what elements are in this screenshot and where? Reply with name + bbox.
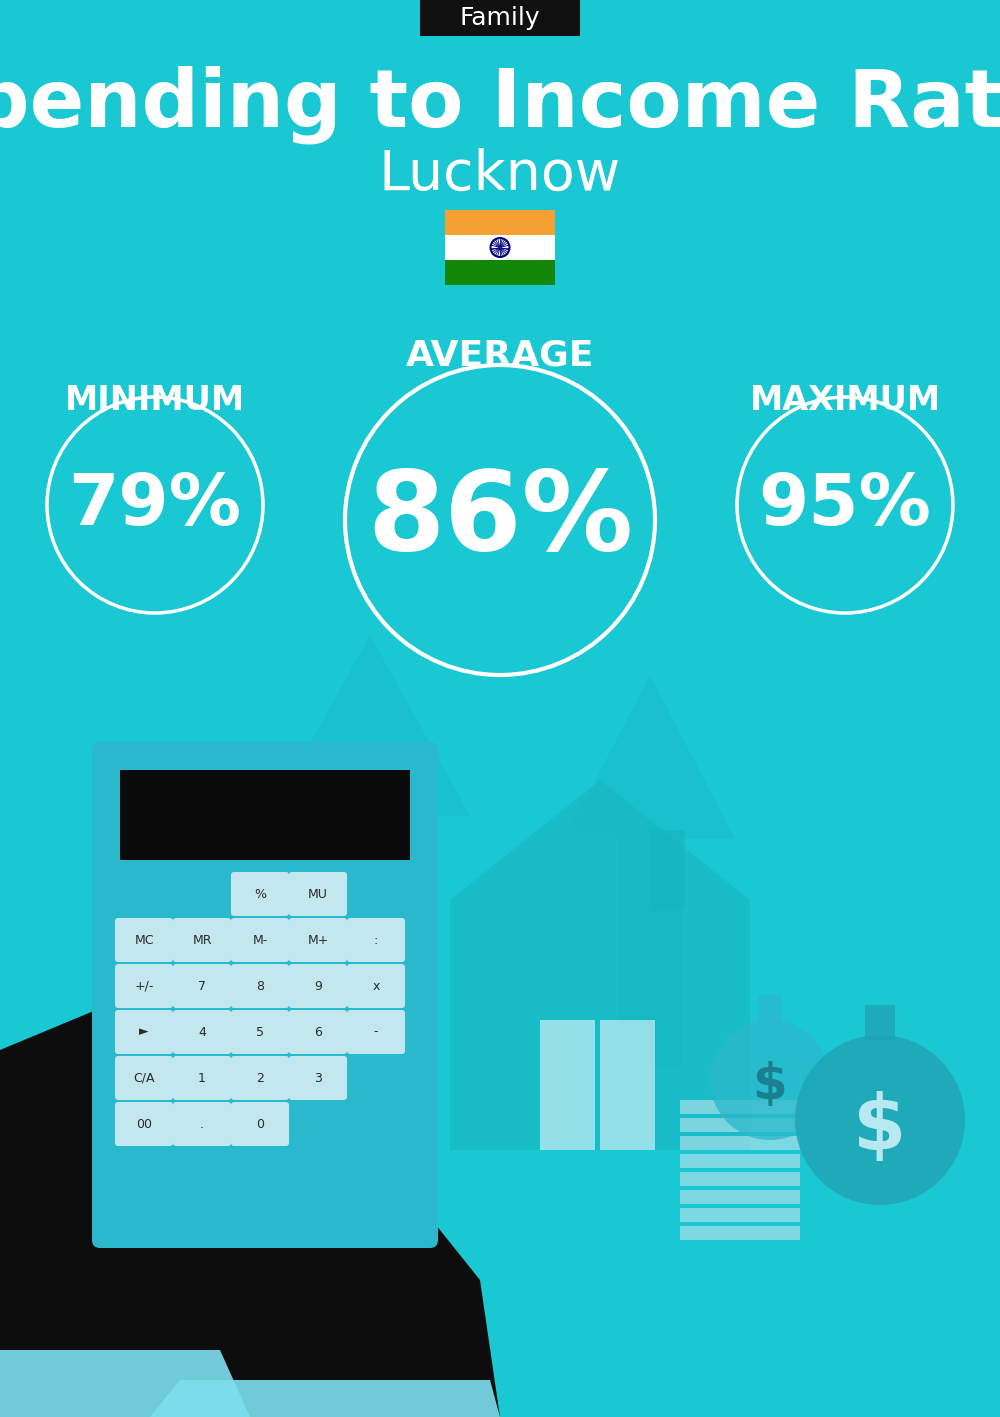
Text: 79%: 79% <box>68 470 242 540</box>
FancyBboxPatch shape <box>445 235 555 259</box>
Polygon shape <box>565 674 735 1066</box>
Text: C/A: C/A <box>133 1071 155 1084</box>
Circle shape <box>499 247 501 248</box>
FancyBboxPatch shape <box>231 1010 289 1054</box>
FancyBboxPatch shape <box>680 1136 800 1151</box>
FancyBboxPatch shape <box>289 1010 347 1054</box>
FancyBboxPatch shape <box>173 1010 231 1054</box>
Text: M-: M- <box>252 934 268 947</box>
Text: 95%: 95% <box>759 470 931 540</box>
FancyBboxPatch shape <box>289 964 347 1007</box>
Text: %: % <box>254 887 266 900</box>
FancyBboxPatch shape <box>680 1100 800 1114</box>
Text: 6: 6 <box>314 1026 322 1039</box>
Text: x: x <box>372 979 380 992</box>
FancyBboxPatch shape <box>173 1102 231 1146</box>
FancyBboxPatch shape <box>680 1226 800 1240</box>
FancyBboxPatch shape <box>115 918 173 962</box>
Circle shape <box>710 1020 830 1141</box>
Text: AVERAGE: AVERAGE <box>406 339 594 373</box>
Text: :: : <box>374 934 378 947</box>
Text: MR: MR <box>192 934 212 947</box>
FancyBboxPatch shape <box>680 1209 800 1221</box>
FancyBboxPatch shape <box>420 0 580 35</box>
FancyBboxPatch shape <box>231 918 289 962</box>
FancyBboxPatch shape <box>347 1010 405 1054</box>
Text: MC: MC <box>134 934 154 947</box>
Text: $: $ <box>753 1061 787 1110</box>
FancyBboxPatch shape <box>445 210 555 235</box>
FancyBboxPatch shape <box>289 918 347 962</box>
Text: 9: 9 <box>314 979 322 992</box>
Text: Spending to Income Ratio: Spending to Income Ratio <box>0 65 1000 145</box>
Text: Lucknow: Lucknow <box>379 147 621 203</box>
Text: 86%: 86% <box>367 466 633 574</box>
Text: 7: 7 <box>198 979 206 992</box>
FancyBboxPatch shape <box>680 1172 800 1186</box>
FancyBboxPatch shape <box>680 1153 800 1168</box>
FancyBboxPatch shape <box>231 964 289 1007</box>
FancyBboxPatch shape <box>231 1056 289 1100</box>
FancyBboxPatch shape <box>289 871 347 915</box>
Text: 00: 00 <box>136 1118 152 1131</box>
FancyBboxPatch shape <box>115 964 173 1007</box>
FancyBboxPatch shape <box>173 964 231 1007</box>
FancyBboxPatch shape <box>173 918 231 962</box>
Polygon shape <box>0 1000 320 1417</box>
FancyBboxPatch shape <box>347 964 405 1007</box>
FancyBboxPatch shape <box>120 769 410 860</box>
Text: 0: 0 <box>256 1118 264 1131</box>
FancyBboxPatch shape <box>450 900 750 1151</box>
Text: 2: 2 <box>256 1071 264 1084</box>
FancyBboxPatch shape <box>231 871 289 915</box>
Text: M+: M+ <box>307 934 329 947</box>
Text: 3: 3 <box>314 1071 322 1084</box>
Text: +/-: +/- <box>134 979 154 992</box>
Text: 1: 1 <box>198 1071 206 1084</box>
FancyBboxPatch shape <box>680 1118 800 1132</box>
Text: 4: 4 <box>198 1026 206 1039</box>
FancyBboxPatch shape <box>347 918 405 962</box>
FancyBboxPatch shape <box>231 1102 289 1146</box>
FancyBboxPatch shape <box>173 1056 231 1100</box>
Text: .: . <box>200 1118 204 1131</box>
FancyBboxPatch shape <box>600 1020 655 1151</box>
Text: MINIMUM: MINIMUM <box>65 384 245 417</box>
FancyBboxPatch shape <box>865 1005 895 1040</box>
Polygon shape <box>150 1151 500 1417</box>
FancyBboxPatch shape <box>758 995 782 1023</box>
Polygon shape <box>270 635 470 1066</box>
Text: MAXIMUM: MAXIMUM <box>749 384 941 417</box>
FancyBboxPatch shape <box>680 1190 800 1204</box>
FancyBboxPatch shape <box>92 743 438 1248</box>
FancyBboxPatch shape <box>540 1020 595 1151</box>
Circle shape <box>795 1034 965 1204</box>
FancyBboxPatch shape <box>115 1010 173 1054</box>
Polygon shape <box>150 1380 500 1417</box>
Text: 5: 5 <box>256 1026 264 1039</box>
Text: 8: 8 <box>256 979 264 992</box>
Text: Family: Family <box>460 6 540 30</box>
FancyBboxPatch shape <box>289 1056 347 1100</box>
Polygon shape <box>0 1350 250 1417</box>
FancyBboxPatch shape <box>445 259 555 285</box>
FancyBboxPatch shape <box>115 1102 173 1146</box>
FancyBboxPatch shape <box>115 1056 173 1100</box>
Text: $: $ <box>853 1091 907 1165</box>
Text: ►: ► <box>139 1026 149 1039</box>
Polygon shape <box>450 779 750 900</box>
FancyBboxPatch shape <box>650 830 685 910</box>
Text: MU: MU <box>308 887 328 900</box>
Text: -: - <box>374 1026 378 1039</box>
